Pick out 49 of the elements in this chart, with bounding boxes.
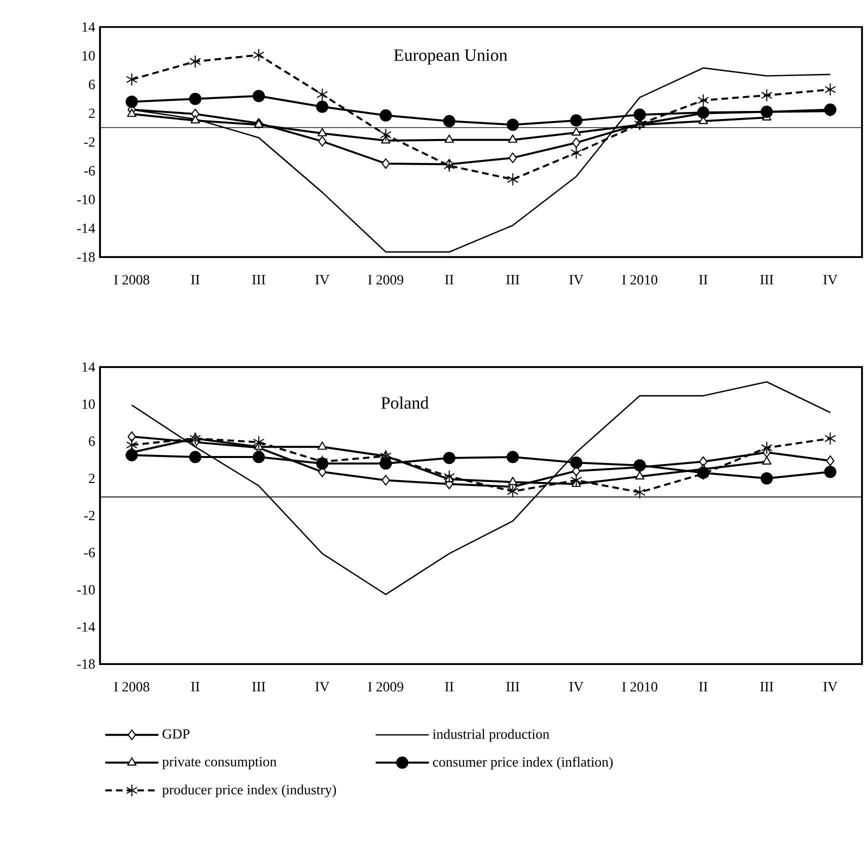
x-tick-label: III xyxy=(506,275,520,284)
x-tick-label: III xyxy=(760,682,774,692)
x-tick-label: III xyxy=(252,682,266,692)
x-tick-label: I 2009 xyxy=(368,682,404,692)
legend-label: industrial production xyxy=(432,729,550,742)
x-tick-label: II xyxy=(445,682,454,692)
legend-label: GDP xyxy=(162,729,190,739)
y-tick-label: -14 xyxy=(77,224,96,233)
text: European Union xyxy=(394,49,508,64)
x-tick-label: I 2010 xyxy=(622,682,658,692)
legend-label: producer price index (industry) xyxy=(162,784,336,798)
x-tick-label: IV xyxy=(315,275,330,284)
x-tick-label: I 2008 xyxy=(114,275,150,285)
x-tick-label: IV xyxy=(569,682,584,692)
x-tick-label: III xyxy=(252,275,266,284)
y-tick-label: 6 xyxy=(88,80,95,90)
text: Poland xyxy=(381,396,429,409)
x-tick-label: II xyxy=(191,682,200,692)
x-tick-label: II xyxy=(699,275,708,284)
y-tick-label: -14 xyxy=(77,622,96,632)
x-tick-label: IV xyxy=(315,682,330,692)
x-tick-label: I 2009 xyxy=(368,275,404,285)
y-tick-label: -2 xyxy=(84,510,95,520)
y-tick-label: -10 xyxy=(77,585,95,594)
y-tick-label: 2 xyxy=(88,474,95,484)
y-tick-label: -18 xyxy=(77,252,95,262)
x-tick-label: II xyxy=(699,682,708,692)
x-tick-label: IV xyxy=(823,275,838,284)
x-tick-label: II xyxy=(191,275,200,284)
x-tick-label: III xyxy=(506,682,520,692)
x-tick-label: IV xyxy=(823,682,838,692)
y-tick-label: 10 xyxy=(82,51,95,60)
y-tick-label: 14 xyxy=(82,22,96,32)
x-tick-label: II xyxy=(445,275,454,284)
y-tick-label: -18 xyxy=(77,659,95,669)
legend-label: private consumption xyxy=(162,757,277,770)
y-tick-label: -6 xyxy=(84,166,95,176)
legend-label: consumer price index (inflation) xyxy=(433,756,613,770)
y-tick-label: 10 xyxy=(82,399,95,409)
x-tick-label: IV xyxy=(569,275,584,284)
x-tick-label: I 2008 xyxy=(114,682,150,692)
y-tick-label: 6 xyxy=(88,436,95,446)
y-tick-label: 14 xyxy=(82,362,96,372)
x-tick-label: III xyxy=(760,275,774,284)
y-tick-label: 2 xyxy=(88,108,95,118)
y-tick-label: -2 xyxy=(84,137,95,147)
x-tick-label: I 2010 xyxy=(622,275,658,285)
y-tick-label: -6 xyxy=(84,548,95,558)
y-tick-label: -10 xyxy=(77,194,95,204)
